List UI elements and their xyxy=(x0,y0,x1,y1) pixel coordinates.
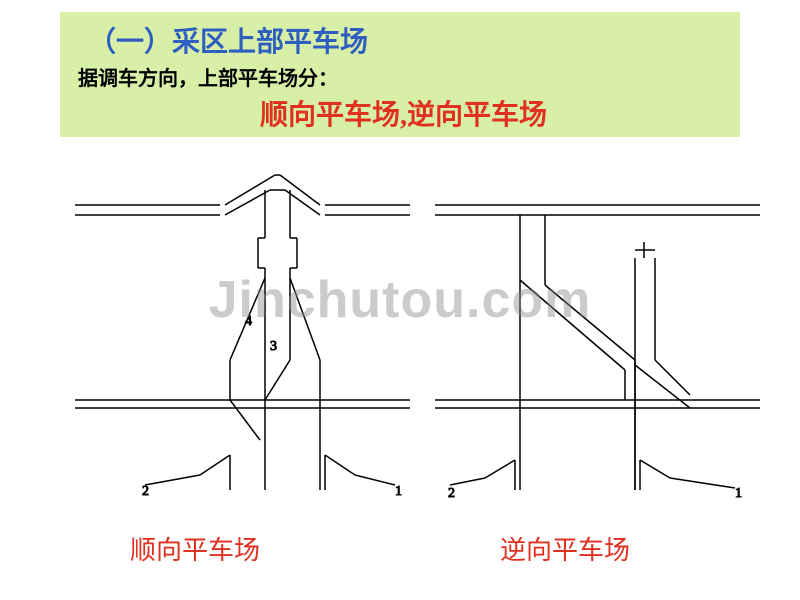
caption-left: 顺向平车场 xyxy=(130,530,260,567)
section-subtitle: 据调车方向，上部平车场分： xyxy=(60,62,740,91)
header-block: （一）采区上部平车场 据调车方向，上部平车场分： 顺向平车场,逆向平车场 xyxy=(60,12,740,137)
section-title: （一）采区上部平车场 xyxy=(60,20,740,60)
svg-text:2: 2 xyxy=(142,484,149,499)
svg-text:2: 2 xyxy=(448,486,455,500)
caption-right: 逆向平车场 xyxy=(500,530,630,567)
svg-text:1: 1 xyxy=(395,484,402,499)
diagram-left: 1 2 3 4 xyxy=(70,150,410,500)
svg-text:1: 1 xyxy=(735,486,742,500)
svg-text:3: 3 xyxy=(270,339,277,354)
svg-text:4: 4 xyxy=(245,314,252,329)
diagram-right: 12 xyxy=(430,150,760,500)
section-types: 顺向平车场,逆向平车场 xyxy=(60,93,740,133)
